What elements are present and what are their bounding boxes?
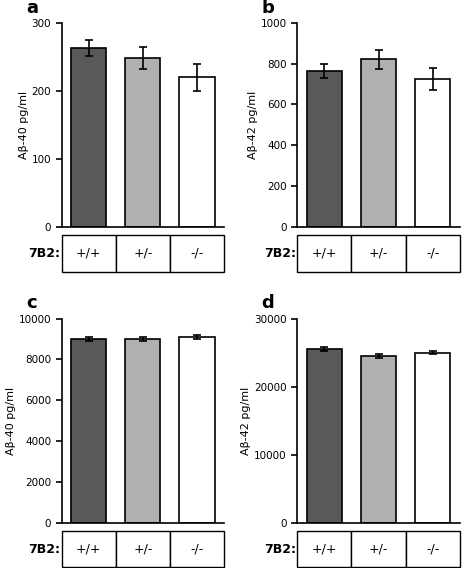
Bar <box>125 339 161 523</box>
Text: 7B2:: 7B2: <box>264 247 296 260</box>
Bar <box>71 48 106 227</box>
Y-axis label: Aβ-40 pg/ml: Aβ-40 pg/ml <box>6 386 16 454</box>
Text: b: b <box>262 0 274 16</box>
Text: d: d <box>262 294 274 312</box>
Text: 7B2:: 7B2: <box>28 247 60 260</box>
Text: c: c <box>26 294 36 312</box>
Bar <box>415 353 450 523</box>
Y-axis label: Aβ-40 pg/ml: Aβ-40 pg/ml <box>19 91 29 159</box>
Bar <box>307 70 342 227</box>
Bar <box>71 339 106 523</box>
Bar <box>180 77 215 227</box>
Y-axis label: Aβ-42 pg/ml: Aβ-42 pg/ml <box>241 386 251 454</box>
Bar <box>125 58 161 227</box>
Text: a: a <box>26 0 38 16</box>
Bar <box>361 60 396 227</box>
Bar <box>361 356 396 523</box>
Bar <box>180 337 215 523</box>
Text: 7B2:: 7B2: <box>264 542 296 556</box>
Y-axis label: Aβ-42 pg/ml: Aβ-42 pg/ml <box>248 91 258 159</box>
Text: 7B2:: 7B2: <box>28 542 60 556</box>
Bar <box>307 349 342 523</box>
Bar <box>415 79 450 227</box>
